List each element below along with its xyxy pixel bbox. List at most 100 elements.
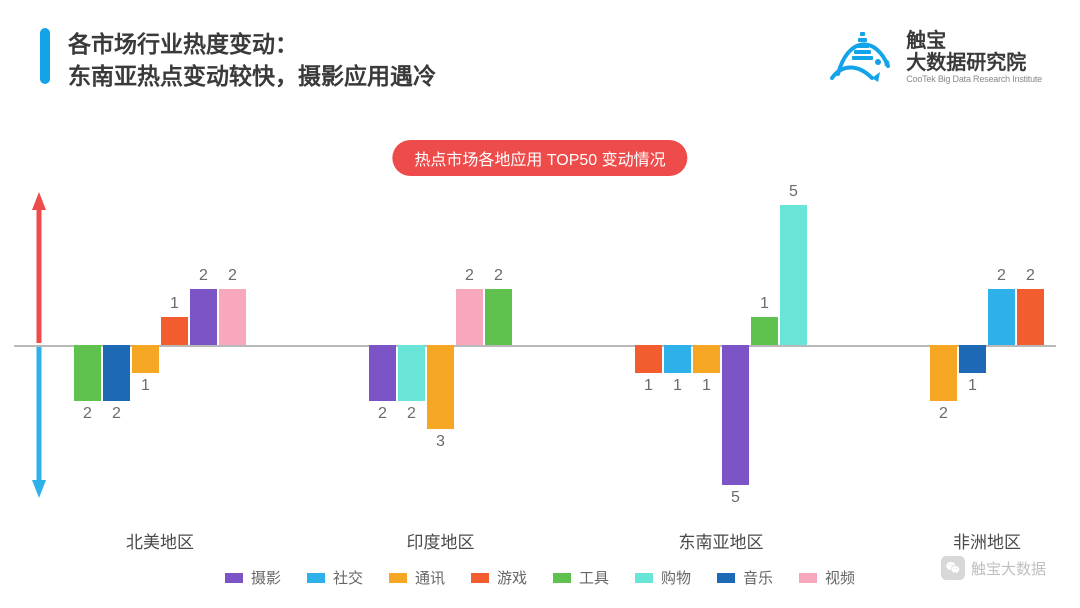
bar-value-label: 2 [190,267,217,285]
bar-slot: 2 [988,190,1015,500]
legend-item: 购物 [635,567,691,588]
bar [161,317,188,345]
legend-label: 摄影 [251,567,281,588]
bar-slot: 1 [161,190,188,500]
cootek-logo-icon: D [828,28,898,86]
legend-swatch [717,573,735,583]
legend-label: 游戏 [497,567,527,588]
legend-item: 通讯 [389,567,445,588]
wechat-icon [941,556,965,580]
bar-slot: 2 [398,190,425,500]
legend-swatch [553,573,571,583]
bar-value-label: 1 [635,377,662,395]
bar-value-label: 2 [930,405,957,423]
bar-slot: 1 [693,190,720,500]
legend-label: 通讯 [415,567,445,588]
bar-slot: 1 [959,190,986,500]
bar-value-label: 2 [398,405,425,423]
legend-swatch [799,573,817,583]
chart-group: 2122非洲地区 [930,190,1044,500]
bar-slot: 2 [74,190,101,500]
bar [74,345,101,401]
bar-value-label: 5 [780,183,807,201]
bar-value-label: 3 [427,433,454,451]
chart-legend: 摄影社交通讯游戏工具购物音乐视频 [0,567,1080,588]
group-label: 印度地区 [369,528,512,553]
bar-slot: 2 [1017,190,1044,500]
svg-text:D: D [884,59,890,68]
bar-value-label: 1 [751,295,778,313]
legend-label: 视频 [825,567,855,588]
chart-groups: 221122北美地区22322印度地区111515东南亚地区2122非洲地区 [74,190,1044,500]
bar-slot: 2 [369,190,396,500]
legend-label: 购物 [661,567,691,588]
legend-item: 视频 [799,567,855,588]
bar-value-label: 5 [722,489,749,507]
bar-value-label: 2 [219,267,246,285]
bar-value-label: 1 [693,377,720,395]
bar-value-label: 1 [161,295,188,313]
bar-slot: 2 [485,190,512,500]
title-line-2: 东南亚热点变动较快，摄影应用遇冷 [68,60,436,92]
bar-value-label: 2 [485,267,512,285]
bar [664,345,691,373]
header-accent-bar [40,28,50,84]
bar-slot: 1 [635,190,662,500]
legend-swatch [225,573,243,583]
bar-row: 22322 [369,190,512,500]
bar [780,205,807,345]
bar-value-label: 2 [369,405,396,423]
bar [427,345,454,429]
legend-item: 工具 [553,567,609,588]
bar-slot: 2 [930,190,957,500]
bar-value-label: 1 [959,377,986,395]
bar-slot: 1 [132,190,159,500]
brand-cn-2: 大数据研究院 [906,52,1042,74]
bar [219,289,246,345]
header: 各市场行业热度变动： 东南亚热点变动较快，摄影应用遇冷 [40,28,436,92]
brand-text: 触宝 大数据研究院 CooTek Big Data Research Insti… [906,30,1042,84]
chart-group: 221122北美地区 [74,190,246,500]
bar-row: 221122 [74,190,246,500]
group-label: 非洲地区 [930,528,1044,553]
legend-swatch [471,573,489,583]
bar-value-label: 2 [1017,267,1044,285]
chart-group: 111515东南亚地区 [635,190,807,500]
chart-subtitle-pill: 热点市场各地应用 TOP50 变动情况 [392,140,687,176]
brand-logo: D 触宝 大数据研究院 CooTek Big Data Research Ins… [828,28,1042,86]
brand-cn-1: 触宝 [906,30,1042,52]
group-label: 北美地区 [74,528,246,553]
group-label: 东南亚地区 [635,528,807,553]
bar-slot: 3 [427,190,454,500]
bar-slot: 2 [103,190,130,500]
bar-row: 111515 [635,190,807,500]
bar [456,289,483,345]
legend-item: 摄影 [225,567,281,588]
legend-swatch [307,573,325,583]
bar-slot: 1 [664,190,691,500]
bar [722,345,749,485]
legend-label: 工具 [579,567,609,588]
brand-en: CooTek Big Data Research Institute [906,74,1042,84]
bar [930,345,957,401]
bar-value-label: 2 [103,405,130,423]
bar-slot: 5 [722,190,749,500]
legend-item: 音乐 [717,567,773,588]
bar [635,345,662,373]
bar [988,289,1015,345]
legend-swatch [635,573,653,583]
bar [132,345,159,373]
bar-value-label: 1 [132,377,159,395]
legend-item: 游戏 [471,567,527,588]
bar [959,345,986,373]
watermark: 触宝大数据 [941,556,1046,580]
bar [751,317,778,345]
legend-swatch [389,573,407,583]
bar [369,345,396,401]
bar-value-label: 1 [664,377,691,395]
bar [103,345,130,401]
chart: 221122北美地区22322印度地区111515东南亚地区2122非洲地区 [74,190,1044,500]
bar-slot: 2 [190,190,217,500]
page-title: 各市场行业热度变动： 东南亚热点变动较快，摄影应用遇冷 [68,28,436,92]
bar-row: 2122 [930,190,1044,500]
